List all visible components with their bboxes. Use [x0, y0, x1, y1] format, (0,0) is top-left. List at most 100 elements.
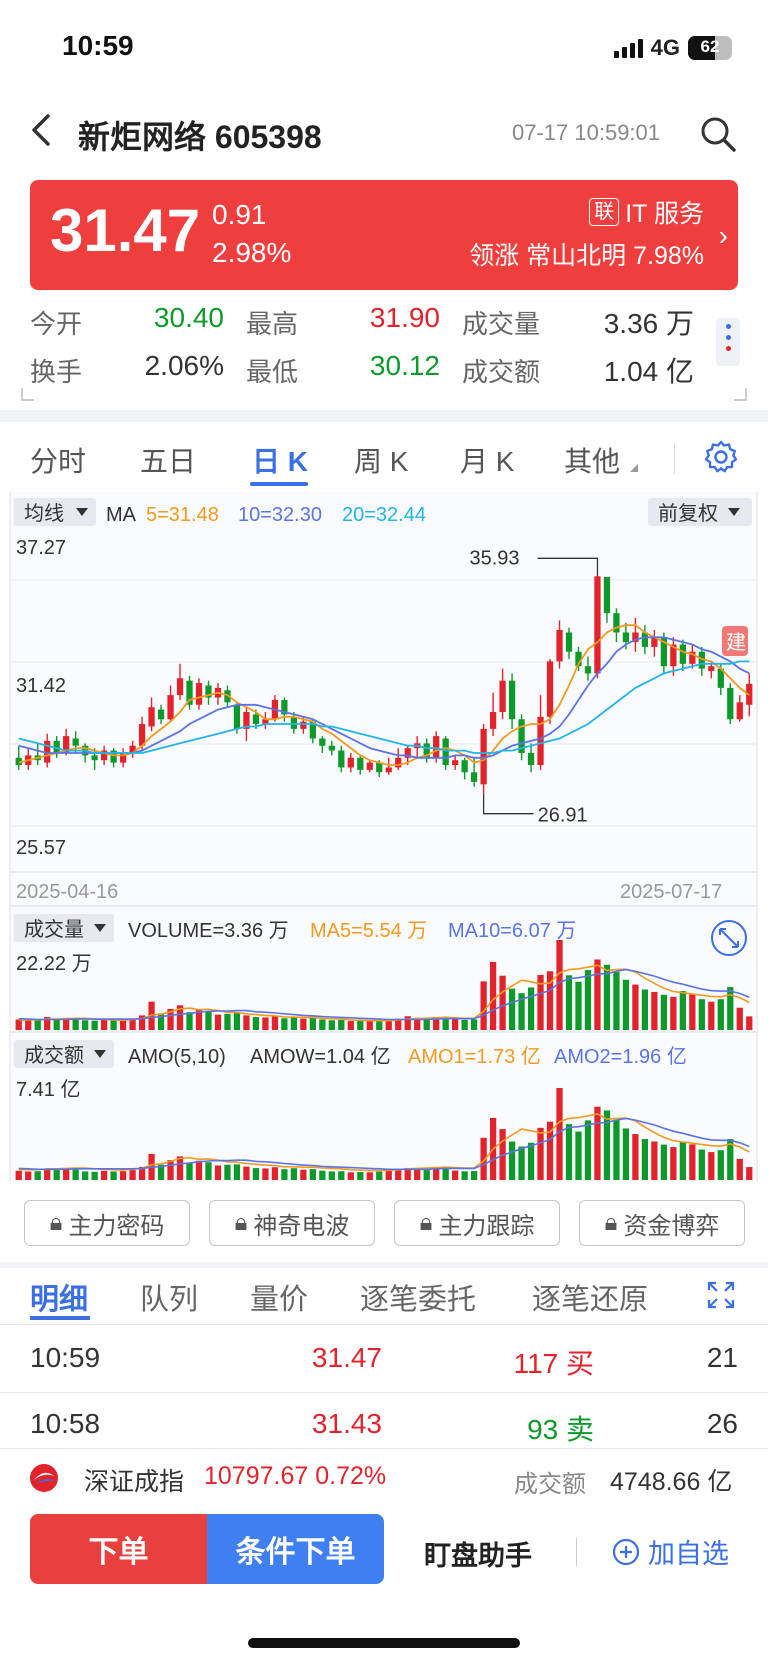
- tab-volume-price[interactable]: 量价: [250, 1284, 309, 1316]
- volume-bar: [414, 1017, 421, 1030]
- tab-queue[interactable]: 队列: [140, 1284, 199, 1316]
- sector-link[interactable]: 联 IT 服务: [589, 194, 704, 230]
- index-name[interactable]: 深证成指: [84, 1468, 185, 1496]
- min-price-label: 26.91: [538, 805, 588, 827]
- volume-bar: [91, 1020, 98, 1030]
- volume-bar: [271, 1016, 279, 1030]
- volume-bar: [252, 1017, 260, 1030]
- volume-bar: [584, 970, 592, 1030]
- y-max-label: 37.27: [16, 537, 66, 559]
- adjust-label: 前复权: [658, 502, 718, 525]
- tab-monthly-k[interactable]: 月 K: [460, 446, 515, 477]
- tab-intraday[interactable]: 分时: [30, 446, 87, 477]
- corner-triangle-icon: [630, 464, 638, 472]
- volume-bar: [537, 974, 544, 1030]
- add-watchlist-button[interactable]: 加自选: [612, 1532, 729, 1571]
- amount-bar: [243, 1166, 250, 1180]
- build-marker[interactable]: [722, 626, 748, 656]
- volume-bar: [727, 987, 734, 1030]
- chevron-right-icon: ›: [718, 220, 728, 251]
- back-arrow-icon[interactable]: [24, 110, 64, 150]
- amount-bar: [584, 1120, 592, 1180]
- tab-weekly-k[interactable]: 周 K: [354, 446, 409, 477]
- candle: [641, 632, 649, 647]
- tab-order-by-order[interactable]: 逐笔委托: [360, 1284, 477, 1316]
- volume-bar: [670, 996, 677, 1030]
- candle: [442, 738, 449, 766]
- candle: [584, 666, 592, 674]
- volume-bar: [746, 1016, 753, 1030]
- tab-tick-restore[interactable]: 逐笔还原: [532, 1284, 649, 1316]
- volume-bar: [632, 984, 639, 1030]
- conditional-order-button[interactable]: 条件下单: [207, 1514, 384, 1584]
- candle: [100, 750, 108, 761]
- tool-track-button[interactable]: 🔒︎ 主力跟踪: [394, 1200, 560, 1246]
- section-gap: [0, 410, 768, 422]
- expand-circle-icon[interactable]: [711, 920, 747, 956]
- fullscreen-icon[interactable]: [706, 1280, 736, 1310]
- amount-bar: [328, 1171, 335, 1180]
- candle: [205, 685, 212, 698]
- ma20-label: 20=32.44: [342, 504, 426, 526]
- watch-assistant-button[interactable]: 盯盘助手: [424, 1541, 532, 1571]
- volume-bar: [385, 1019, 392, 1030]
- candle: [679, 644, 686, 664]
- amount-bar: [138, 1166, 146, 1180]
- tool-label: 主力密码: [68, 1212, 165, 1240]
- quote-timestamp: 07-17 10:59:01: [512, 120, 661, 145]
- tab-daily-k[interactable]: 日 K: [252, 446, 309, 477]
- ma-title: MA: [106, 504, 137, 526]
- volume-bar: [366, 1021, 373, 1030]
- amount-bar: [110, 1171, 117, 1180]
- max-price-label: 35.93: [469, 547, 519, 569]
- price-card[interactable]: 31.47 0.91 2.98% 联 IT 服务 领涨 常山北明 7.98% ›: [30, 180, 738, 290]
- volume-bar: [660, 994, 668, 1030]
- volume-bar: [527, 987, 535, 1030]
- adjust-button[interactable]: [648, 498, 752, 526]
- amount-bar: [556, 1088, 563, 1180]
- candle: [433, 736, 440, 758]
- amount-toggle-button[interactable]: [14, 1040, 114, 1068]
- divider: [0, 1392, 768, 1393]
- candle: [129, 745, 136, 753]
- y-mid-label: 31.42: [16, 675, 66, 697]
- order-button[interactable]: 下单: [30, 1514, 207, 1584]
- extreme-markers: 35.93 26.91: [469, 547, 599, 827]
- candle: [72, 738, 79, 746]
- kline-chart[interactable]: 均线 MA 5=31.48 10=32.30 20=32.44 前复权 37.2…: [0, 492, 768, 1182]
- amount-bar: [698, 1149, 705, 1180]
- gear-icon[interactable]: [704, 440, 738, 474]
- tab-other[interactable]: 其他: [564, 446, 621, 477]
- ma-toggle-button[interactable]: [14, 498, 96, 526]
- amount-bar: [575, 1131, 582, 1180]
- candle: [527, 752, 535, 766]
- amount-ma2-line: [18, 1117, 750, 1171]
- amount-bar: [679, 1141, 686, 1180]
- tool-fund-button[interactable]: 🔒︎ 资金博弈: [579, 1200, 745, 1246]
- volume-bar: [347, 1021, 354, 1030]
- candle: [499, 680, 506, 712]
- tool-wave-button[interactable]: 🔒︎ 神奇电波: [209, 1200, 375, 1246]
- amount-max-label: 7.41 亿: [16, 1078, 80, 1101]
- search-icon[interactable]: [698, 114, 738, 154]
- amount-bar: [622, 1128, 630, 1180]
- volume-bar: [518, 993, 525, 1030]
- ma10-label: 10=32.30: [238, 504, 322, 526]
- tab-five-day[interactable]: 五日: [140, 446, 197, 477]
- volume-toggle-button[interactable]: [14, 914, 114, 942]
- candle: [594, 576, 601, 674]
- tab-active-indicator: [250, 482, 308, 486]
- candle: [347, 757, 354, 768]
- candle: [309, 721, 316, 739]
- tab-detail[interactable]: 明细: [30, 1284, 89, 1316]
- amount-bar: [25, 1171, 32, 1180]
- candle: [15, 757, 22, 766]
- more-icon[interactable]: [716, 318, 740, 366]
- candle: [357, 757, 364, 770]
- tool-main-code-button[interactable]: 🔒︎ 主力密码: [24, 1200, 190, 1246]
- index-amount: 4748.66 亿: [610, 1468, 733, 1496]
- amount-bar: [385, 1170, 392, 1180]
- volume-bar: [395, 1018, 402, 1030]
- candle: [727, 687, 734, 720]
- network-label: 4G: [650, 35, 680, 60]
